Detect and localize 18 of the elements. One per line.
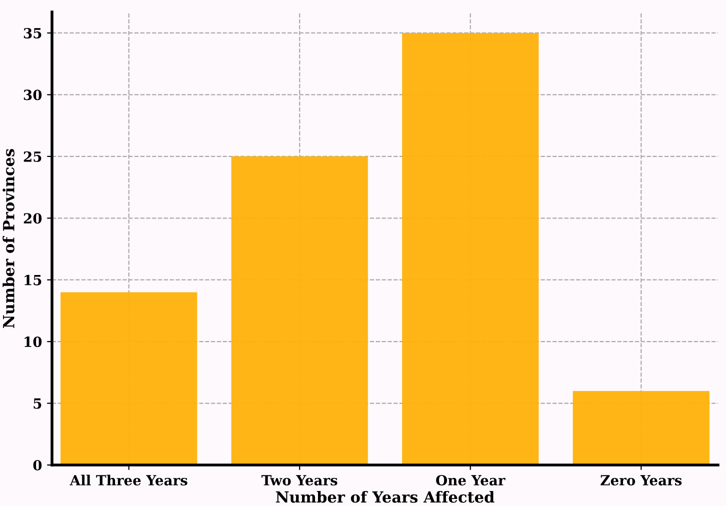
x-axis-title: Number of Years Affected: [276, 490, 494, 503]
y-tick-label: 35: [24, 28, 42, 38]
y-tick-label: 0: [33, 460, 42, 470]
x-tick-label: Zero Years: [600, 475, 682, 486]
y-tick-label: 5: [34, 398, 42, 409]
x-tick-label: Two Years: [262, 475, 338, 486]
y-tick-label: 20: [24, 213, 42, 224]
y-tick-label: 25: [24, 151, 42, 162]
y-tick-label: 30: [24, 90, 42, 100]
y-tick-label: 10: [24, 336, 42, 348]
y-tick-label: 15: [24, 274, 42, 286]
y-axis-title: Number of Provinces: [2, 149, 14, 328]
bar: [231, 156, 368, 465]
x-tick-label: One Year: [436, 474, 506, 486]
bar: [402, 32, 539, 465]
bar: [572, 390, 710, 465]
x-tick-label: All Three Years: [70, 474, 188, 486]
bar: [60, 292, 198, 465]
